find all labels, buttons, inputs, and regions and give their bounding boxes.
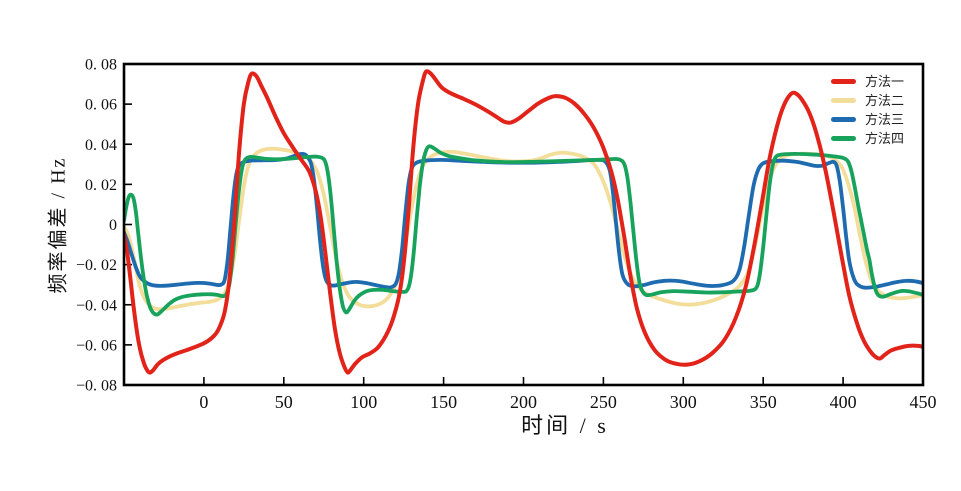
series-line-method-3: [124, 151, 923, 290]
x-tick-label: 0: [199, 392, 208, 412]
x-tick-label: 100: [350, 392, 377, 412]
legend-swatch-method-4: [831, 136, 856, 141]
legend-item-method-2: 方法二: [831, 91, 904, 110]
legend-item-method-3: 方法三: [831, 110, 904, 129]
legend-swatch-method-1: [831, 79, 856, 84]
x-tick-label: 150: [430, 392, 457, 412]
x-tick-label: 300: [670, 392, 697, 412]
legend-label-method-4: 方法四: [865, 131, 905, 146]
y-tick-label: 0: [109, 217, 117, 234]
series-line-method-1: [124, 69, 923, 375]
y-tick-label: 0. 02: [85, 177, 117, 194]
plot-frame: [122, 62, 925, 387]
legend-item-method-4: 方法四: [831, 129, 904, 148]
legend-label-method-1: 方法一: [865, 74, 905, 89]
legend-swatch-method-3: [831, 117, 856, 122]
y-tick-label: −0. 04: [76, 297, 117, 314]
y-tick-label: 0. 04: [85, 137, 117, 154]
legend-item-method-1: 方法一: [831, 72, 904, 91]
x-tick-label: 350: [750, 392, 777, 412]
series-group: [124, 69, 923, 375]
y-tick-label: −0. 08: [76, 378, 117, 395]
y-tick-label: −0. 06: [76, 337, 117, 354]
x-tick-label: 400: [830, 392, 857, 412]
x-tick-label: 250: [590, 392, 617, 412]
y-tick-label: −0. 02: [76, 257, 117, 274]
y-axis-title: 频率偏差 / Hz: [47, 156, 70, 294]
legend: 方法一方法二方法三方法四: [831, 72, 904, 148]
legend-label-method-3: 方法三: [865, 112, 905, 127]
series-line-method-4: [124, 144, 923, 317]
y-tick-label: 0. 08: [85, 57, 117, 74]
x-axis-title: 时间 / s: [521, 413, 609, 438]
y-tick-label: 0. 06: [85, 97, 117, 114]
legend-swatch-method-2: [831, 98, 856, 103]
x-tick-label: 450: [910, 392, 937, 412]
x-tick-label: 50: [275, 392, 293, 412]
x-tick-label: 200: [510, 392, 537, 412]
series-line-method-2: [124, 146, 923, 312]
legend-label-method-2: 方法二: [865, 93, 905, 108]
